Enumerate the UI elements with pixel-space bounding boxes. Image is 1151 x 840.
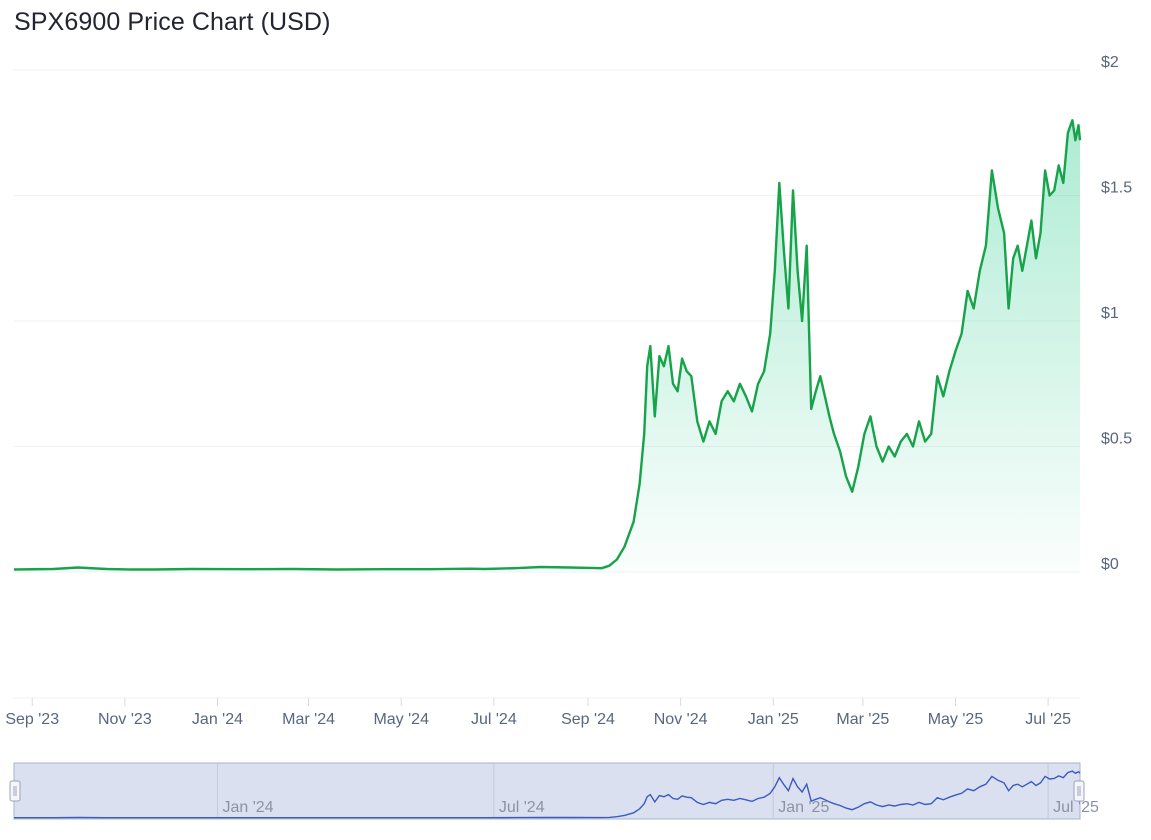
y-tick-label: $2 <box>1101 54 1119 71</box>
navigator-tick-label: Jul '24 <box>499 799 545 816</box>
chart-title: SPX6900 Price Chart (USD) <box>14 8 331 36</box>
x-tick-label: Nov '24 <box>654 711 708 728</box>
x-tick-label: May '25 <box>928 711 984 728</box>
y-tick-label: $1.5 <box>1101 180 1132 197</box>
y-tick-label: $0 <box>1101 556 1119 573</box>
navigator-grid <box>216 763 1049 819</box>
x-tick-label: Jul '24 <box>471 711 517 728</box>
x-tick-label: Jul '25 <box>1025 711 1071 728</box>
navigator-tick-label: Jan '25 <box>778 799 829 816</box>
price-line[interactable] <box>13 119 1082 571</box>
navigator-tick-label: Jan '24 <box>222 799 273 816</box>
y-tick-label: $1 <box>1101 305 1119 322</box>
navigator-left-handle[interactable] <box>9 780 21 802</box>
x-tick-label: Nov '23 <box>98 711 152 728</box>
x-tick-label: May '24 <box>373 711 429 728</box>
x-tick-label: Sep '24 <box>561 711 615 728</box>
navigator-line <box>14 770 1081 819</box>
x-tick-label: Jan '25 <box>748 711 799 728</box>
y-axis: $2 $1.5 $1 $0.5 $0 <box>1101 54 1132 573</box>
navigator-tick-label: Jul '25 <box>1053 799 1099 816</box>
x-tick-label: Mar '25 <box>836 711 889 728</box>
x-axis: Sep '23 Nov '23 Jan '24 Mar '24 May '24 Jul '… <box>5 698 1071 728</box>
y-tick-label: $0.5 <box>1101 431 1132 448</box>
navigator-selection[interactable] <box>13 762 1081 820</box>
price-area <box>14 120 1080 572</box>
x-tick-label: Sep '23 <box>5 711 59 728</box>
chart-grid <box>14 69 1080 699</box>
navigator-right-handle[interactable] <box>1073 780 1085 802</box>
navigator-labels: Jan '24 Jul '24 Jan '25 Jul '25 <box>222 799 1098 816</box>
x-tick-label: Mar '24 <box>282 711 335 728</box>
range-navigator[interactable]: Jan '24 Jul '24 Jan '25 Jul '25 <box>9 762 1099 820</box>
x-tick-label: Jan '24 <box>192 711 243 728</box>
